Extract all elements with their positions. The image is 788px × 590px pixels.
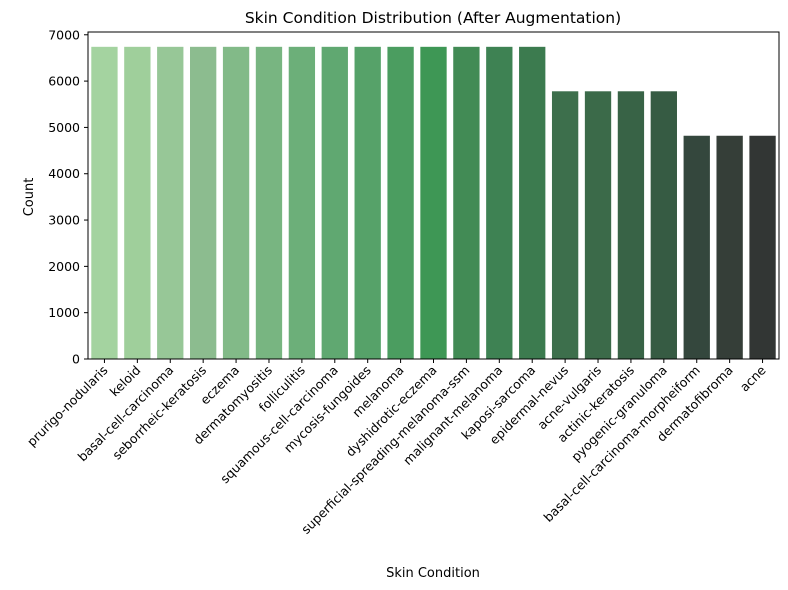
bar-pyogenic-granuloma	[650, 91, 677, 359]
y-tick-label: 2000	[48, 259, 80, 274]
bar-epidermal-nevus	[551, 91, 579, 359]
bar-seborrheic-keratosis	[190, 46, 217, 359]
bar-keloid	[124, 46, 151, 359]
x-tick-label: acne	[737, 362, 769, 394]
bar-dermatofibroma	[716, 135, 743, 359]
bar-basal-cell-carcinoma-morpheiform	[683, 135, 710, 359]
plot-area: 0 1000 2000 3000 4000 5000 6000 7000 prurigo-no…	[24, 27, 780, 537]
bar-prurigo-nodularis	[91, 46, 118, 359]
bar-kaposi-sarcoma	[519, 46, 546, 359]
chart-title: Skin Condition Distribution (After Augme…	[245, 9, 621, 27]
y-tick-label: 3000	[48, 213, 80, 228]
y-tick-label: 5000	[48, 120, 80, 135]
y-tick-label: 7000	[48, 27, 80, 42]
x-axis-label: Skin Condition	[386, 566, 480, 581]
bar-squamous-cell-carcinoma	[321, 46, 348, 359]
y-tick-label: 1000	[48, 305, 80, 320]
bar-acne-vulgaris	[584, 91, 612, 359]
bar-actinic-keratosis	[617, 91, 645, 359]
x-axis: prurigo-nodulariskeloidbasal-cell-carcin…	[24, 359, 769, 537]
plot-frame	[87, 31, 780, 360]
y-axis: 0 1000 2000 3000 4000 5000 6000 7000	[48, 27, 88, 367]
bar-superficial-spreading-melanoma-ssm	[453, 46, 480, 359]
y-tick-label: 4000	[48, 166, 80, 181]
y-tick-label: 0	[72, 352, 80, 367]
bar-folliculitis	[288, 46, 316, 359]
bar-dermatomyositis	[255, 46, 283, 359]
bar-malignant-melanoma	[486, 46, 513, 359]
y-tick-label: 6000	[48, 74, 80, 89]
bars	[91, 46, 776, 359]
bar-mycosis-fungoides	[354, 46, 381, 359]
bar-basal-cell-carcinoma	[157, 46, 184, 359]
y-axis-label: Count	[22, 178, 37, 217]
bar-melanoma	[387, 46, 414, 359]
bar-dyshidrotic-eczema	[420, 46, 447, 359]
bar-eczema	[222, 46, 250, 359]
bar-acne	[749, 135, 776, 359]
